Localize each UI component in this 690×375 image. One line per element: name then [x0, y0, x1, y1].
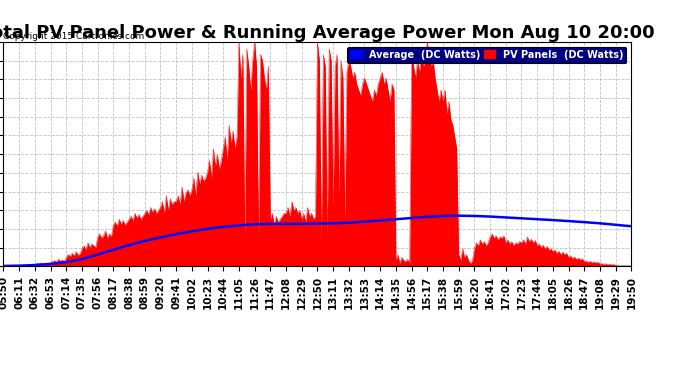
Title: Total PV Panel Power & Running Average Power Mon Aug 10 20:00: Total PV Panel Power & Running Average P… — [0, 24, 654, 42]
Legend: Average  (DC Watts), PV Panels  (DC Watts): Average (DC Watts), PV Panels (DC Watts) — [347, 47, 627, 63]
Text: Copyright 2015 Cartronics.com: Copyright 2015 Cartronics.com — [3, 32, 145, 41]
